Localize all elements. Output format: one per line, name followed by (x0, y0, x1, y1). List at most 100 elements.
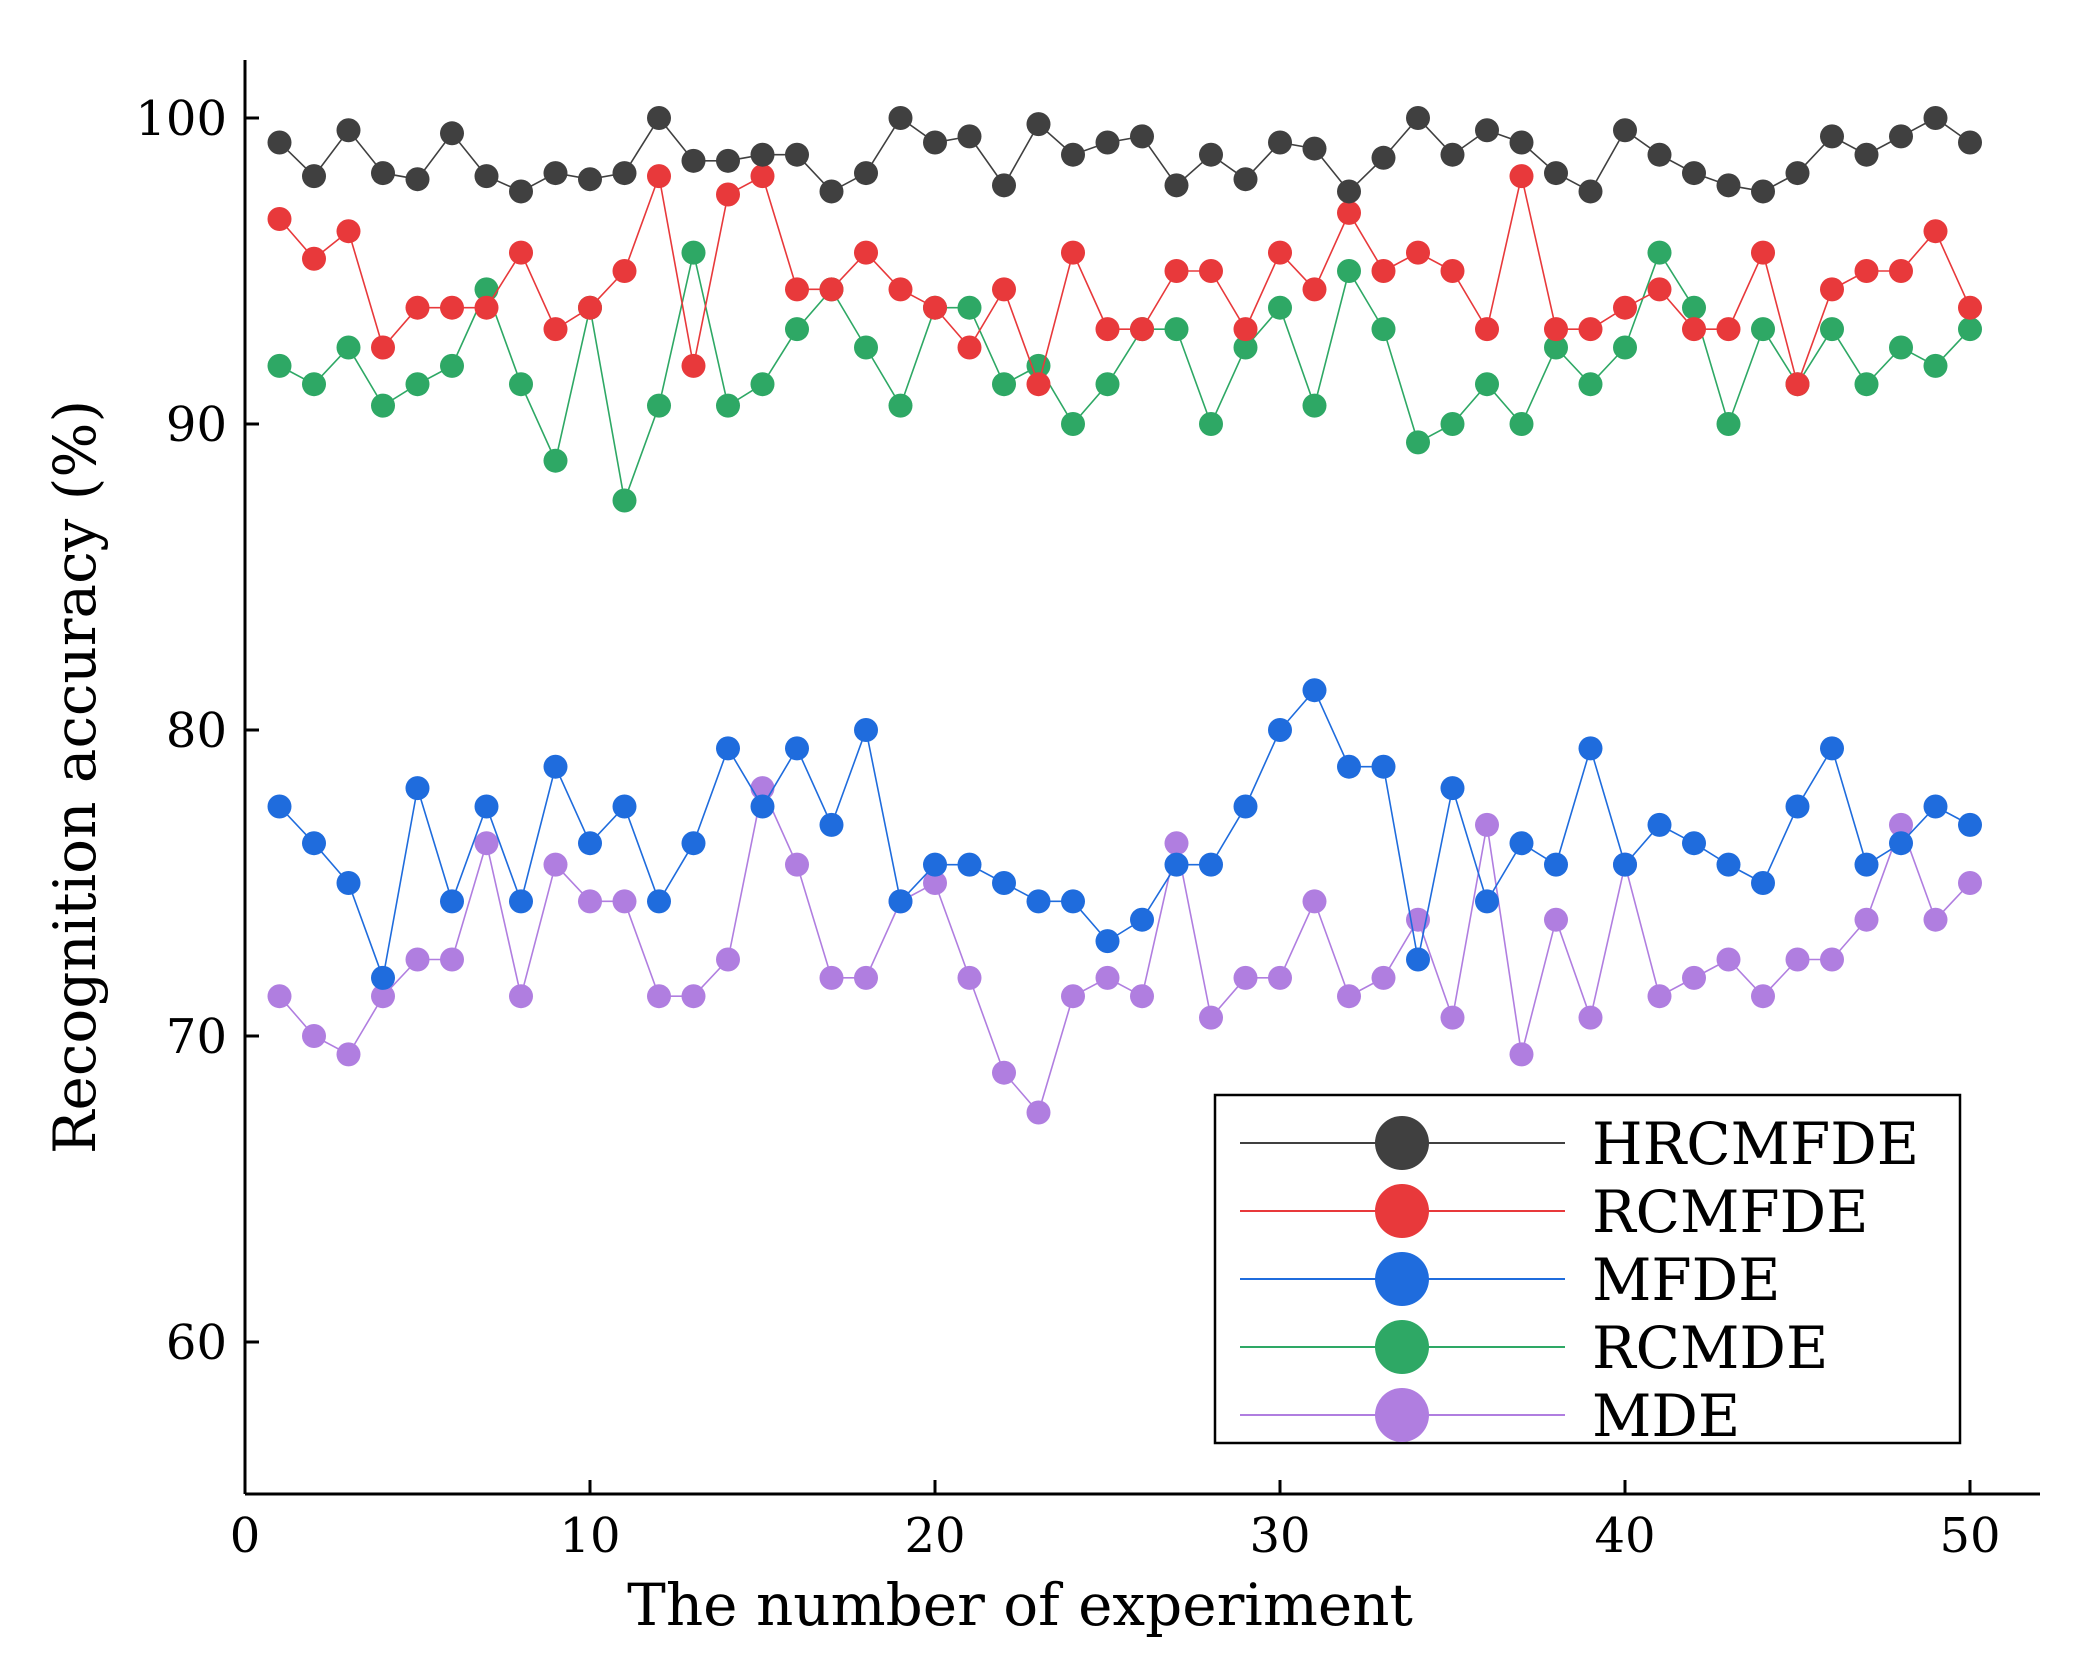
y-axis-title: Recognition accuracy (%) (41, 400, 109, 1154)
data-point (1509, 130, 1534, 155)
data-point (405, 947, 430, 972)
data-point (1923, 794, 1948, 819)
data-point (716, 736, 740, 761)
y-tick-label: 90 (166, 397, 227, 453)
x-tick-label: 40 (1594, 1508, 1655, 1564)
data-point (1613, 295, 1637, 320)
data-point (785, 317, 809, 342)
data-point (888, 277, 913, 302)
series-rcmde (267, 240, 1982, 513)
data-point (681, 831, 706, 856)
data-point (1613, 852, 1637, 877)
data-point (474, 164, 499, 189)
data-point (1337, 754, 1361, 779)
data-point (1958, 130, 1982, 155)
data-point (647, 889, 671, 914)
data-point (1820, 947, 1844, 972)
data-point (1440, 776, 1465, 801)
data-point (1889, 124, 1913, 149)
data-point (957, 335, 982, 360)
data-point (1302, 678, 1327, 703)
data-point (1199, 259, 1223, 283)
data-point (1233, 317, 1258, 342)
data-point (474, 794, 499, 819)
data-point (1302, 136, 1327, 161)
series-layer (267, 106, 1982, 1125)
x-tick-label: 20 (904, 1508, 965, 1564)
data-point (474, 277, 499, 302)
data-point (612, 161, 637, 186)
data-point (509, 889, 533, 914)
data-point (302, 246, 326, 271)
data-point (267, 353, 292, 378)
data-point (1337, 179, 1361, 204)
data-point (440, 889, 464, 914)
data-point (716, 393, 740, 418)
data-point (1958, 812, 1982, 837)
data-point (1371, 259, 1396, 283)
data-point (923, 130, 947, 155)
data-point (612, 259, 637, 283)
legend-label: RCMDE (1592, 1314, 1828, 1382)
data-point (509, 984, 533, 1009)
data-point (371, 393, 395, 418)
x-tick-label: 10 (559, 1508, 620, 1564)
data-point (1199, 852, 1223, 877)
data-point (1785, 161, 1810, 186)
data-point (888, 889, 913, 914)
legend-label: HRCMFDE (1592, 1110, 1919, 1178)
data-point (1751, 317, 1775, 342)
legend-item-mfde: MFDE (1240, 1246, 1780, 1314)
data-point (992, 277, 1016, 302)
data-point (1095, 317, 1120, 342)
data-point (1164, 317, 1189, 342)
legend-item-mde: MDE (1240, 1382, 1740, 1450)
data-point (1199, 1005, 1223, 1030)
legend-item-rcmde: RCMDE (1240, 1314, 1828, 1382)
data-point (785, 852, 809, 877)
data-point (302, 1024, 326, 1048)
data-point (1647, 142, 1672, 167)
data-point (1371, 145, 1396, 170)
data-point (1613, 118, 1637, 143)
data-point (992, 1060, 1016, 1085)
data-point (1199, 412, 1223, 436)
data-point (1440, 259, 1465, 283)
data-point (1923, 353, 1948, 378)
data-point (267, 984, 292, 1009)
data-point (1302, 393, 1327, 418)
data-point (819, 812, 844, 837)
data-point (1406, 430, 1430, 455)
data-point (1578, 372, 1603, 397)
data-point (578, 295, 602, 320)
x-axis-title: The number of experiment (627, 1571, 1413, 1639)
data-point (543, 448, 568, 473)
data-point (336, 871, 361, 895)
data-point (405, 167, 430, 192)
data-point (1682, 831, 1706, 856)
data-point (1854, 259, 1879, 283)
data-point (1233, 335, 1258, 360)
data-point (992, 871, 1016, 895)
data-point (543, 754, 568, 779)
data-point (647, 393, 671, 418)
data-point (267, 130, 292, 155)
data-point (854, 240, 878, 265)
x-tick-label: 0 (230, 1508, 261, 1564)
data-point (1854, 142, 1879, 167)
data-point (785, 277, 809, 302)
data-point (1061, 412, 1085, 436)
data-point (509, 372, 533, 397)
legend-marker (1375, 1252, 1429, 1306)
data-point (1509, 831, 1534, 856)
data-point (1406, 240, 1430, 265)
y-tick-label: 100 (135, 91, 227, 147)
data-point (1233, 794, 1258, 819)
data-point (405, 295, 430, 320)
data-point (267, 206, 292, 231)
data-point (1371, 754, 1396, 779)
series-mfde (267, 678, 1982, 990)
data-point (1923, 219, 1948, 244)
data-point (1268, 130, 1292, 155)
